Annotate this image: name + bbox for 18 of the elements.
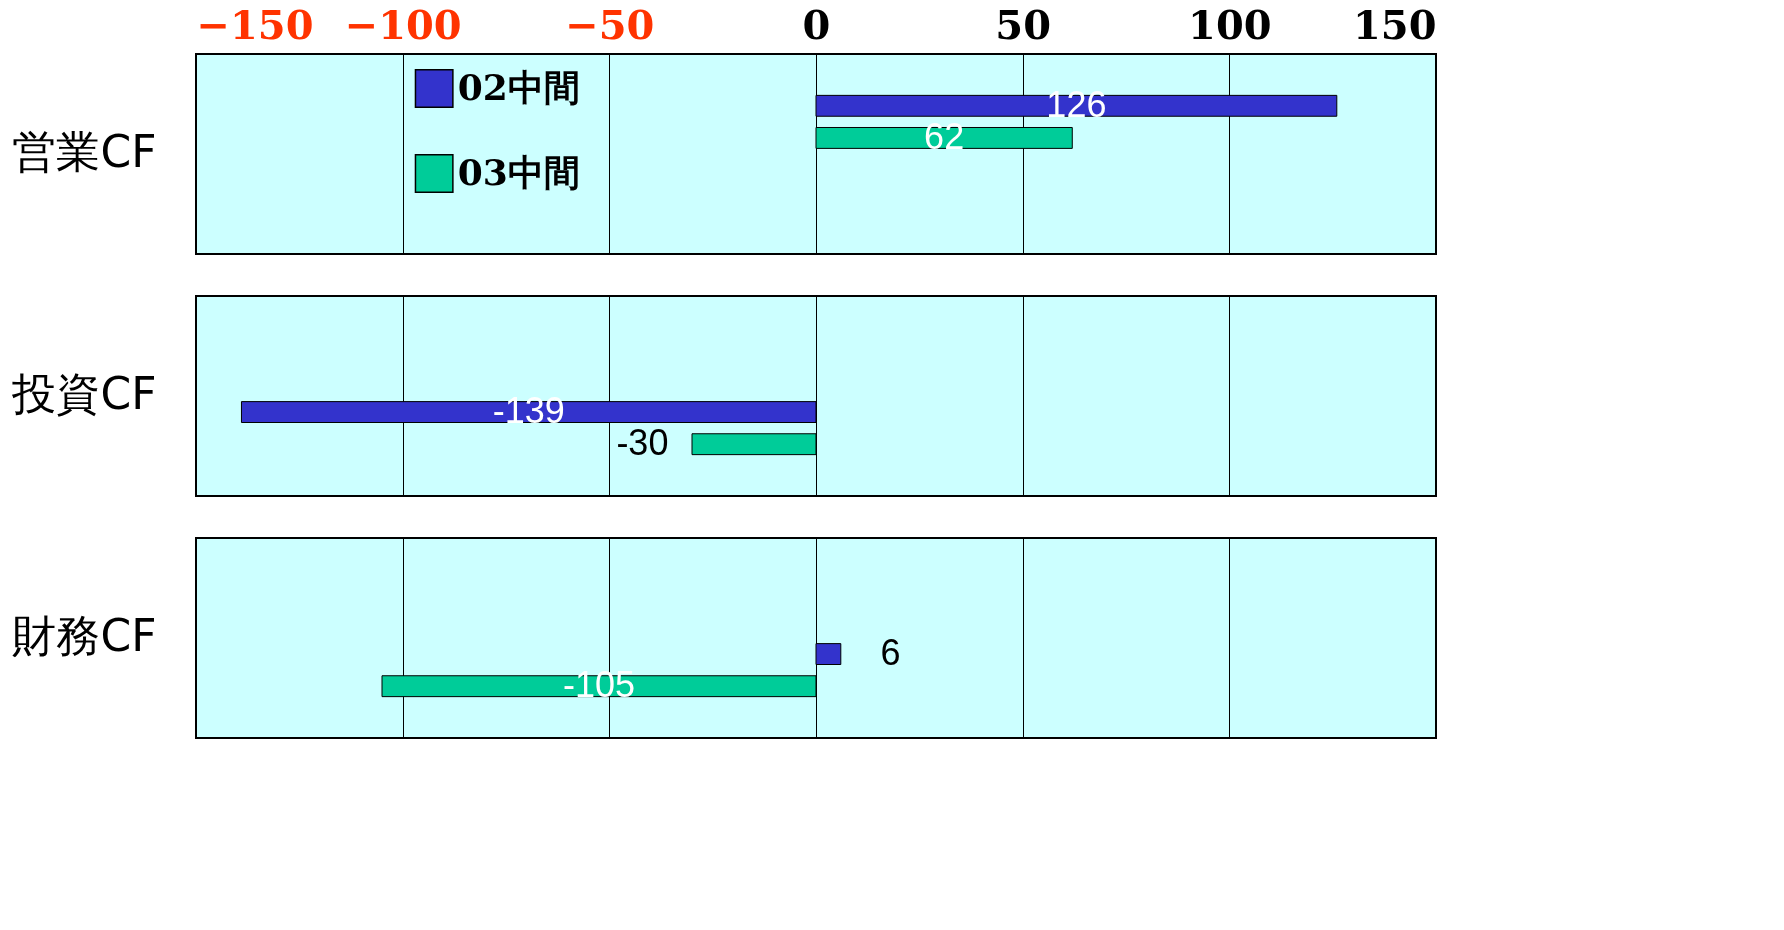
data-label: 126: [1046, 83, 1107, 125]
data-label: 6: [880, 632, 901, 674]
x-tick-label: 0: [802, 0, 831, 48]
x-tick-label: 150: [1353, 0, 1437, 48]
data-label: -139: [492, 390, 565, 432]
y-tick-label: 財務CF: [12, 610, 157, 661]
data-label: -30: [616, 422, 669, 464]
data-label: -105: [562, 664, 636, 706]
legend-label: 02中間: [457, 65, 580, 108]
y-tick-label: 営業CF: [12, 126, 157, 177]
x-tick-label: 100: [1188, 0, 1272, 48]
legend-label: 03中間: [457, 150, 580, 193]
x-tick-label: −150: [196, 0, 314, 48]
x-tick-label: 50: [995, 0, 1051, 48]
y-tick-label: 投資CF: [11, 368, 157, 419]
x-tick-label: −100: [344, 0, 462, 48]
data-label: 62: [924, 115, 965, 157]
x-tick-label: −50: [565, 0, 655, 48]
